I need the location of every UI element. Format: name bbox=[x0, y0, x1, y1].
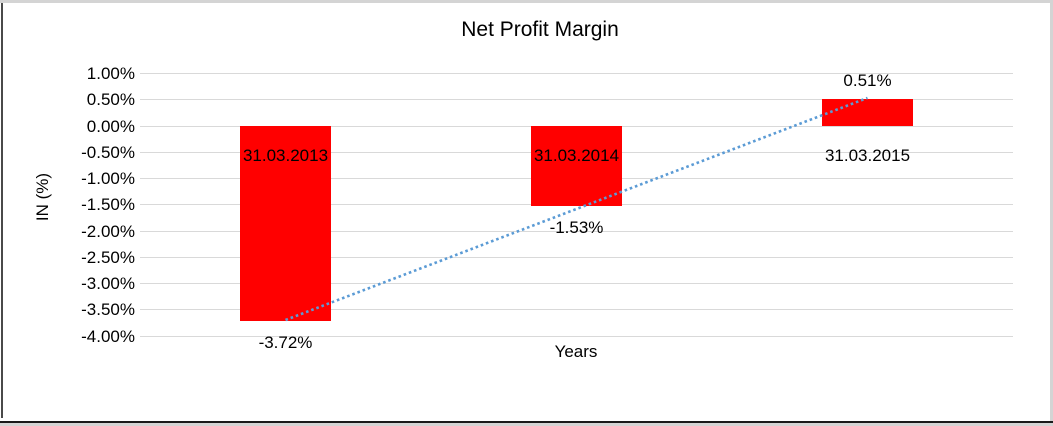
y-axis-tick-label: 1.00% bbox=[86, 64, 135, 83]
y-axis-tick-label: 0.00% bbox=[86, 116, 135, 136]
frame-border-right bbox=[1050, 0, 1053, 426]
y-axis-tick-label: -3.50% bbox=[81, 300, 135, 320]
data-label: -1.53% bbox=[549, 218, 604, 238]
gridline bbox=[140, 335, 1013, 337]
y-axis-tick-label: -1.50% bbox=[81, 195, 135, 215]
frame-border-top bbox=[0, 0, 1053, 3]
bar bbox=[531, 126, 622, 207]
y-axis-tick-label: -3.00% bbox=[81, 274, 135, 293]
y-axis-tick-label: -1.00% bbox=[81, 169, 135, 188]
category-label: 31.03.2014 bbox=[533, 145, 620, 165]
y-axis-tick-label: -4.00% bbox=[81, 326, 135, 346]
data-label: 0.51% bbox=[843, 70, 892, 90]
x-axis-title: Years bbox=[554, 342, 598, 361]
data-label: -3.72% bbox=[258, 333, 313, 353]
frame-border-bottom bbox=[0, 421, 1053, 423]
y-axis-tick-label: 0.50% bbox=[86, 90, 135, 110]
gridline bbox=[140, 73, 1013, 74]
chart-title: Net Profit Margin bbox=[461, 18, 619, 41]
frame-border-bottom-outer bbox=[0, 423, 1053, 426]
y-axis-tick-label: -2.50% bbox=[81, 247, 135, 267]
y-axis-tick-label: -0.50% bbox=[81, 142, 135, 162]
y-axis-tick-label: -2.00% bbox=[81, 221, 135, 241]
category-label: 31.03.2013 bbox=[242, 145, 329, 165]
category-label: 31.03.2015 bbox=[824, 145, 911, 165]
bar bbox=[822, 99, 913, 126]
frame-border-left bbox=[1, 3, 3, 418]
